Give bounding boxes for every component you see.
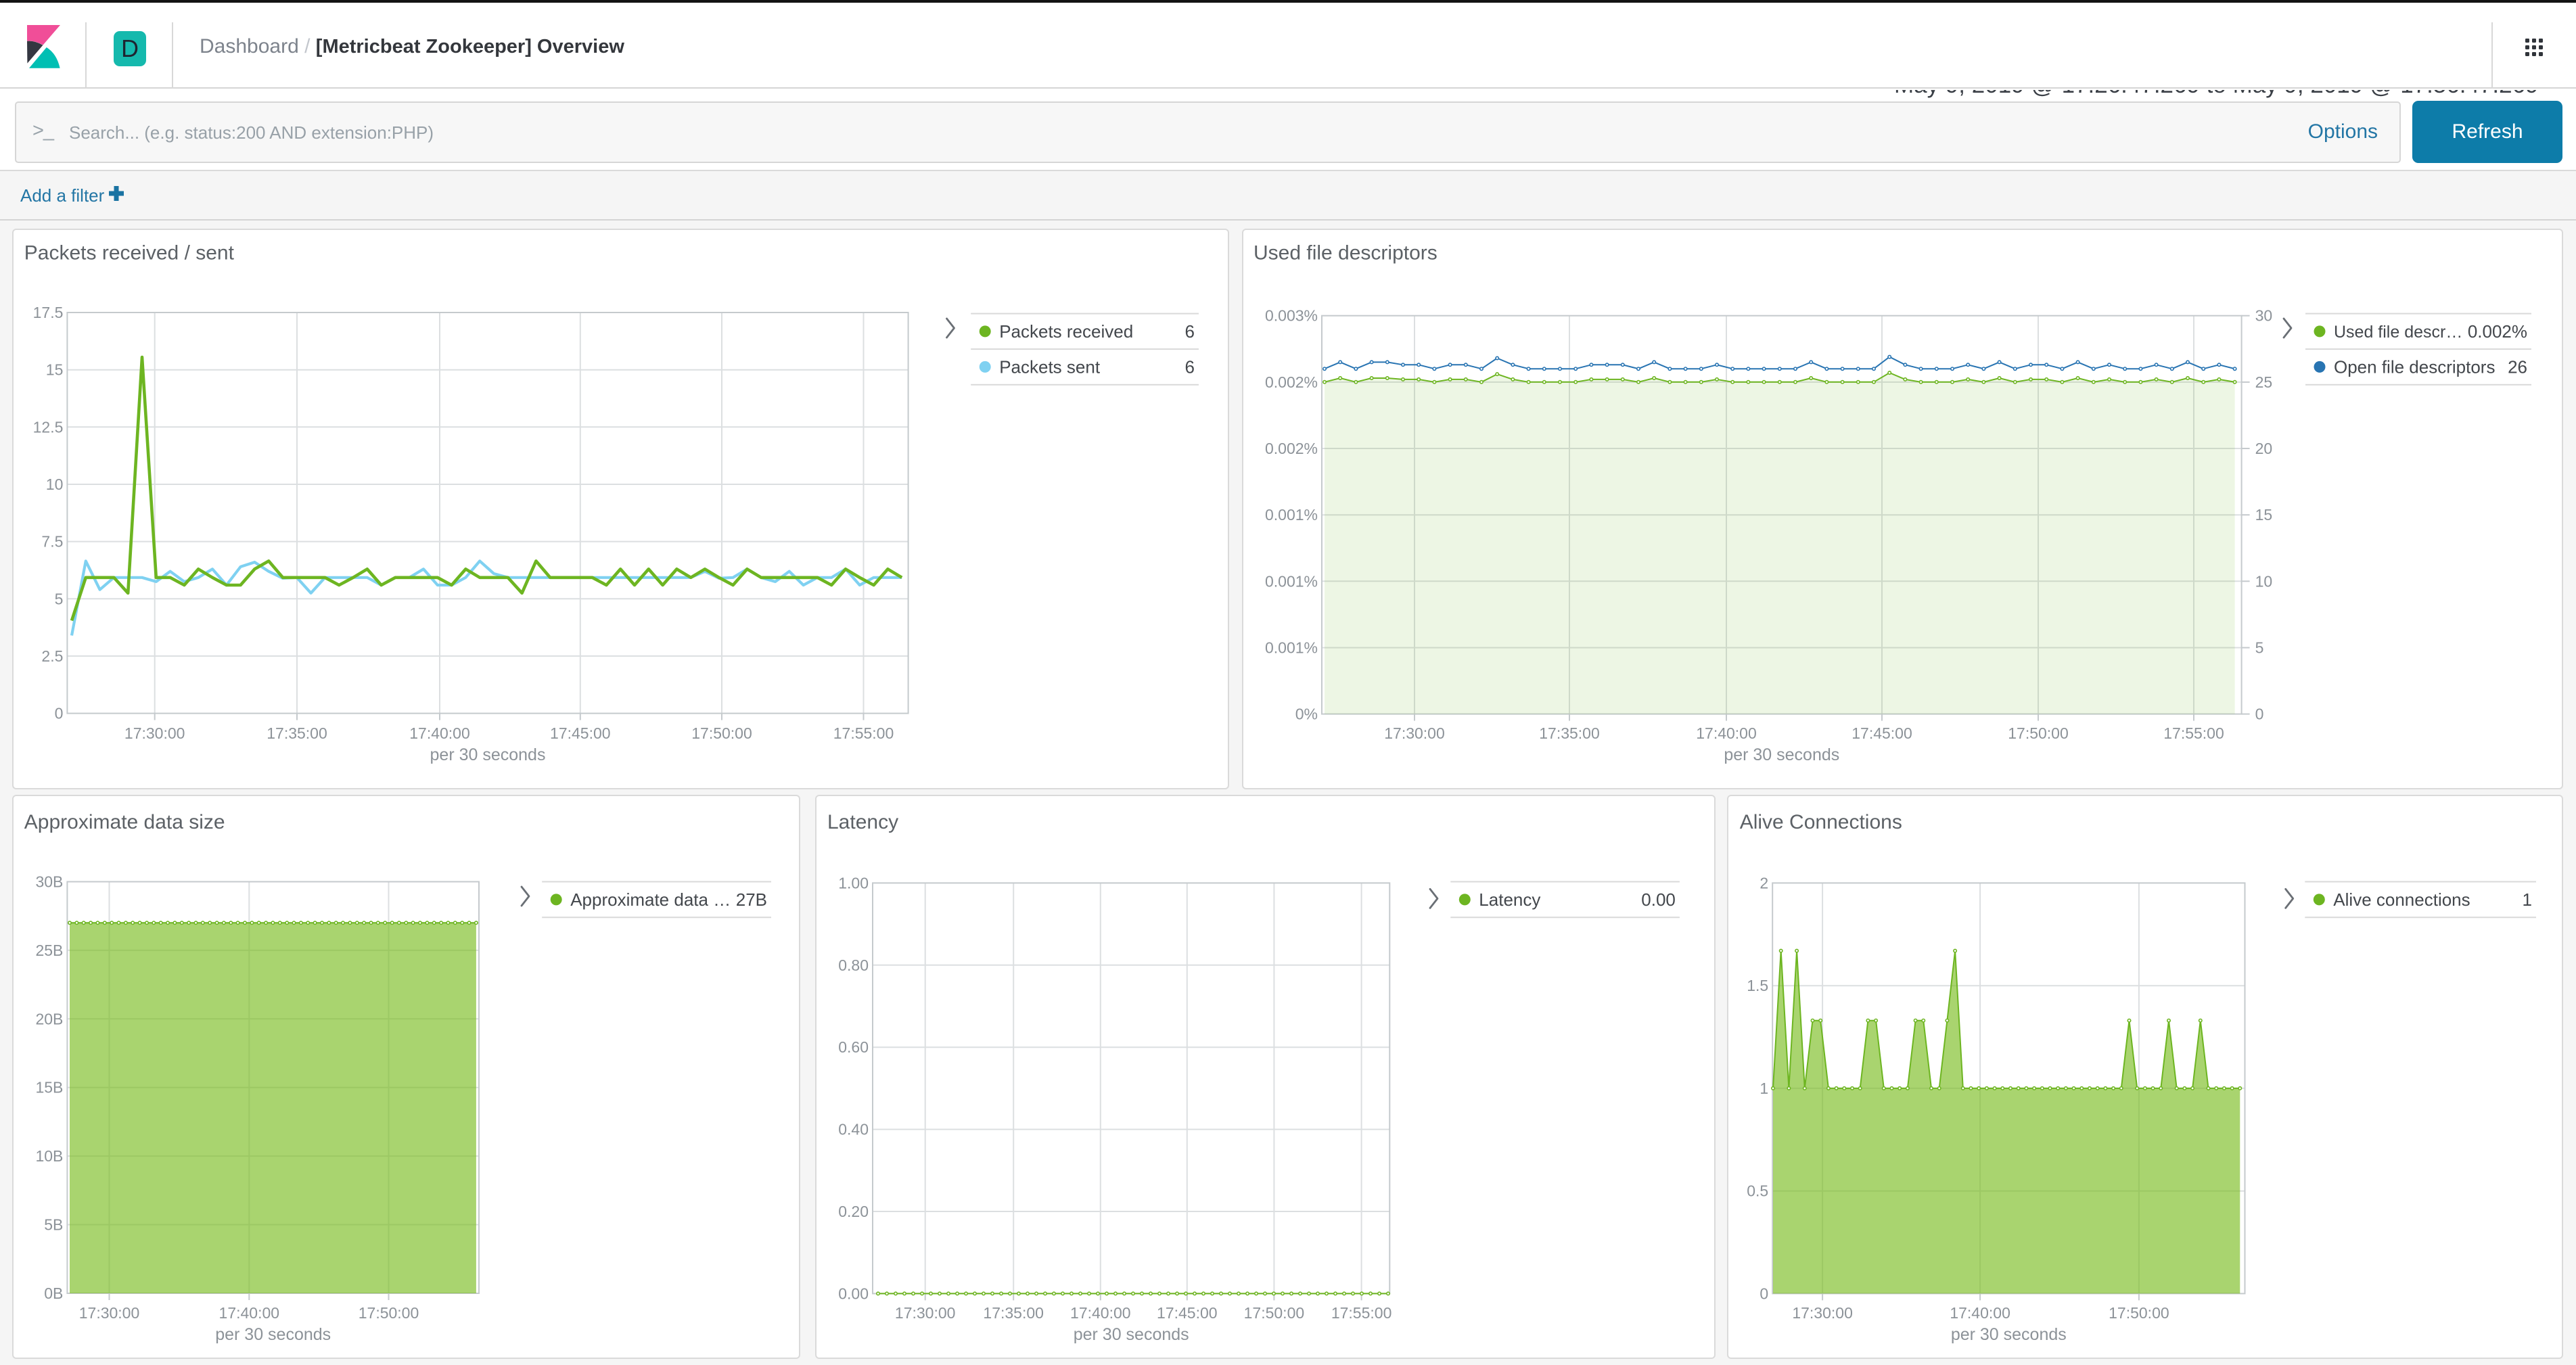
svg-text:17:40:00: 17:40:00	[219, 1304, 280, 1322]
svg-text:0.003%: 0.003%	[1265, 307, 1318, 325]
svg-text:Used file descriptors: Used file descriptors	[1254, 242, 1438, 264]
svg-text:Open file descriptors: Open file descriptors	[2334, 356, 2495, 377]
svg-text:17:35:00: 17:35:00	[983, 1304, 1044, 1322]
svg-text:17:50:00: 17:50:00	[2109, 1304, 2169, 1322]
svg-text:20: 20	[2255, 440, 2273, 457]
svg-text:2.5: 2.5	[41, 647, 63, 665]
svg-text:per 30 seconds: per 30 seconds	[430, 745, 546, 764]
svg-text:5B: 5B	[44, 1216, 63, 1234]
svg-text:17:45:00: 17:45:00	[550, 724, 611, 742]
svg-text:Alive connections: Alive connections	[2333, 889, 2470, 910]
svg-text:15: 15	[46, 361, 64, 379]
svg-text:0B: 0B	[44, 1285, 63, 1302]
svg-text:Approximate data size: Approximate data size	[24, 811, 225, 833]
svg-text:10B: 10B	[35, 1147, 63, 1165]
svg-text:0.5: 0.5	[1747, 1182, 1768, 1200]
svg-text:per 30 seconds: per 30 seconds	[1724, 745, 1839, 764]
svg-text:30: 30	[2255, 307, 2273, 325]
svg-text:10: 10	[2255, 572, 2273, 590]
svg-text:17:30:00: 17:30:00	[124, 724, 185, 742]
svg-text:6: 6	[1185, 356, 1195, 377]
svg-text:Approximate data …: Approximate data …	[570, 889, 731, 910]
svg-text:0: 0	[55, 705, 64, 722]
svg-text:30B: 30B	[35, 873, 63, 891]
svg-text:17:45:00: 17:45:00	[1852, 724, 1912, 742]
svg-text:Alive Connections: Alive Connections	[1740, 811, 1902, 833]
svg-text:17:50:00: 17:50:00	[691, 724, 752, 742]
svg-text:2: 2	[1760, 874, 1768, 892]
svg-text:17:40:00: 17:40:00	[1070, 1304, 1131, 1322]
svg-text:5: 5	[2255, 639, 2264, 657]
svg-text:0.00: 0.00	[838, 1285, 869, 1302]
svg-text:17.5: 17.5	[33, 304, 64, 321]
svg-text:0: 0	[1760, 1285, 1768, 1302]
svg-text:0: 0	[2255, 705, 2264, 723]
svg-text:17:50:00: 17:50:00	[2008, 724, 2069, 742]
svg-text:17:35:00: 17:35:00	[1539, 724, 1600, 742]
svg-text:1: 1	[1760, 1080, 1768, 1097]
svg-text:10: 10	[46, 476, 64, 493]
svg-text:17:40:00: 17:40:00	[409, 724, 470, 742]
svg-text:17:45:00: 17:45:00	[1157, 1304, 1218, 1322]
svg-text:per 30 seconds: per 30 seconds	[1951, 1325, 2067, 1344]
svg-text:17:40:00: 17:40:00	[1696, 724, 1757, 742]
svg-text:17:40:00: 17:40:00	[1950, 1304, 2010, 1322]
svg-text:15B: 15B	[35, 1079, 63, 1096]
svg-text:1.00: 1.00	[838, 874, 869, 892]
svg-text:0.40: 0.40	[838, 1121, 869, 1138]
svg-text:Used file descr…: Used file descr…	[2334, 323, 2462, 342]
svg-text:0%: 0%	[1295, 705, 1318, 723]
svg-text:0.00: 0.00	[1641, 889, 1676, 910]
svg-text:17:50:00: 17:50:00	[359, 1304, 419, 1322]
svg-text:17:35:00: 17:35:00	[267, 724, 327, 742]
svg-text:15: 15	[2255, 506, 2273, 524]
svg-text:0.001%: 0.001%	[1265, 572, 1318, 590]
svg-text:Packets sent: Packets sent	[999, 356, 1101, 377]
svg-text:Latency: Latency	[827, 811, 898, 833]
svg-text:0.80: 0.80	[838, 956, 869, 974]
svg-text:20B: 20B	[35, 1010, 63, 1027]
svg-text:0.002%: 0.002%	[1265, 440, 1318, 457]
svg-text:25: 25	[2255, 373, 2273, 391]
svg-text:17:30:00: 17:30:00	[895, 1304, 956, 1322]
svg-text:0.60: 0.60	[838, 1038, 869, 1056]
svg-text:1: 1	[2523, 889, 2532, 910]
svg-text:7.5: 7.5	[41, 533, 63, 551]
svg-text:17:55:00: 17:55:00	[1331, 1304, 1392, 1322]
svg-text:0.002%: 0.002%	[1265, 373, 1318, 391]
svg-text:6: 6	[1185, 321, 1195, 342]
svg-text:Packets received: Packets received	[999, 321, 1133, 342]
svg-text:17:30:00: 17:30:00	[1792, 1304, 1853, 1322]
svg-text:5: 5	[55, 590, 64, 607]
svg-text:0.20: 0.20	[838, 1203, 869, 1220]
svg-text:17:50:00: 17:50:00	[1244, 1304, 1305, 1322]
svg-text:0.001%: 0.001%	[1265, 639, 1318, 657]
svg-text:0.001%: 0.001%	[1265, 506, 1318, 524]
svg-text:17:55:00: 17:55:00	[833, 724, 894, 742]
svg-text:17:30:00: 17:30:00	[79, 1304, 140, 1322]
svg-text:17:30:00: 17:30:00	[1384, 724, 1445, 742]
svg-text:26: 26	[2508, 356, 2527, 377]
svg-text:Packets received / sent: Packets received / sent	[24, 242, 235, 264]
svg-text:17:55:00: 17:55:00	[2163, 724, 2224, 742]
svg-text:Latency: Latency	[1479, 889, 1540, 910]
svg-text:per 30 seconds: per 30 seconds	[215, 1325, 331, 1344]
svg-text:25B: 25B	[35, 942, 63, 959]
svg-text:per 30 seconds: per 30 seconds	[1074, 1325, 1189, 1344]
svg-text:27B: 27B	[736, 889, 767, 910]
svg-text:12.5: 12.5	[33, 418, 64, 436]
svg-text:1.5: 1.5	[1747, 977, 1768, 994]
svg-text:0.002%: 0.002%	[2468, 321, 2527, 342]
